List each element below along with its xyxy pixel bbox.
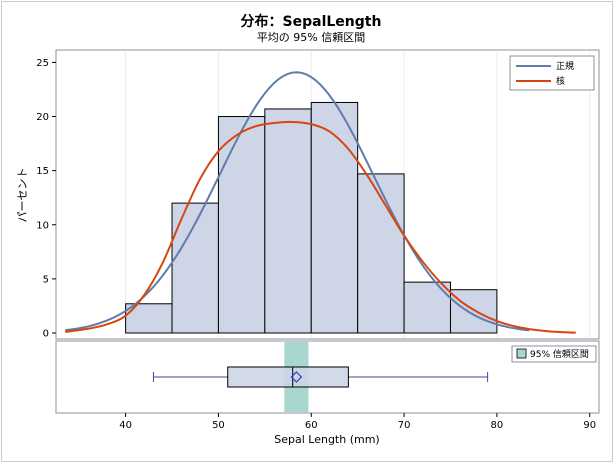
histogram-bar-4 <box>310 101 359 334</box>
histogram-bar-7 <box>449 289 498 334</box>
x-tick-label-70: 70 <box>398 420 411 431</box>
x-tick-label-40: 40 <box>119 420 132 431</box>
boxplot-panel <box>55 340 600 414</box>
histogram-bar-3 <box>264 108 312 334</box>
y-tick-label-5: 5 <box>43 274 49 285</box>
inset-legend-label: 95% 信頼区間 <box>530 348 589 360</box>
y-tick-label-0: 0 <box>43 329 49 340</box>
y-tick-label-15: 15 <box>36 166 49 177</box>
chart-subtitle: 平均の 95% 信頼区間 <box>257 31 365 44</box>
inset-legend-swatch <box>516 348 527 359</box>
histogram-bars <box>125 101 498 334</box>
y-tick-label-25: 25 <box>36 58 49 69</box>
x-axis-label: Sepal Length (mm) <box>274 433 379 446</box>
x-axis: 40 50 60 70 80 90 <box>119 413 596 431</box>
boxplot <box>152 342 489 412</box>
histogram-bar-6 <box>403 281 451 334</box>
x-tick-label-60: 60 <box>305 420 318 431</box>
inset-legend-box <box>511 345 597 363</box>
legend-box <box>509 55 595 91</box>
x-tick-label-80: 80 <box>491 420 504 431</box>
legend-label-normal: 正規 <box>556 61 574 72</box>
density-curves <box>65 71 576 334</box>
main-plot-area <box>55 49 600 340</box>
histogram-bar-2 <box>217 116 266 334</box>
kernel-curve <box>65 120 576 334</box>
legend-label-kernel: 核 <box>556 75 565 87</box>
chart-title: 分布：SepalLength <box>241 13 382 30</box>
box-iqr <box>227 366 349 388</box>
y-axis-label: パーセント <box>16 168 29 223</box>
y-tick-label-20: 20 <box>36 112 49 123</box>
y-tick-label-10: 10 <box>36 220 49 231</box>
x-tick-label-90: 90 <box>583 420 596 431</box>
histogram-bar-5 <box>357 173 405 334</box>
inset-legend: 95% 信頼区間 <box>511 345 597 363</box>
y-axis: 0 5 10 15 20 25 <box>36 58 56 340</box>
mean-marker <box>290 371 303 383</box>
legend: 正規 核 <box>509 55 595 91</box>
x-tick-label-50: 50 <box>212 420 225 431</box>
